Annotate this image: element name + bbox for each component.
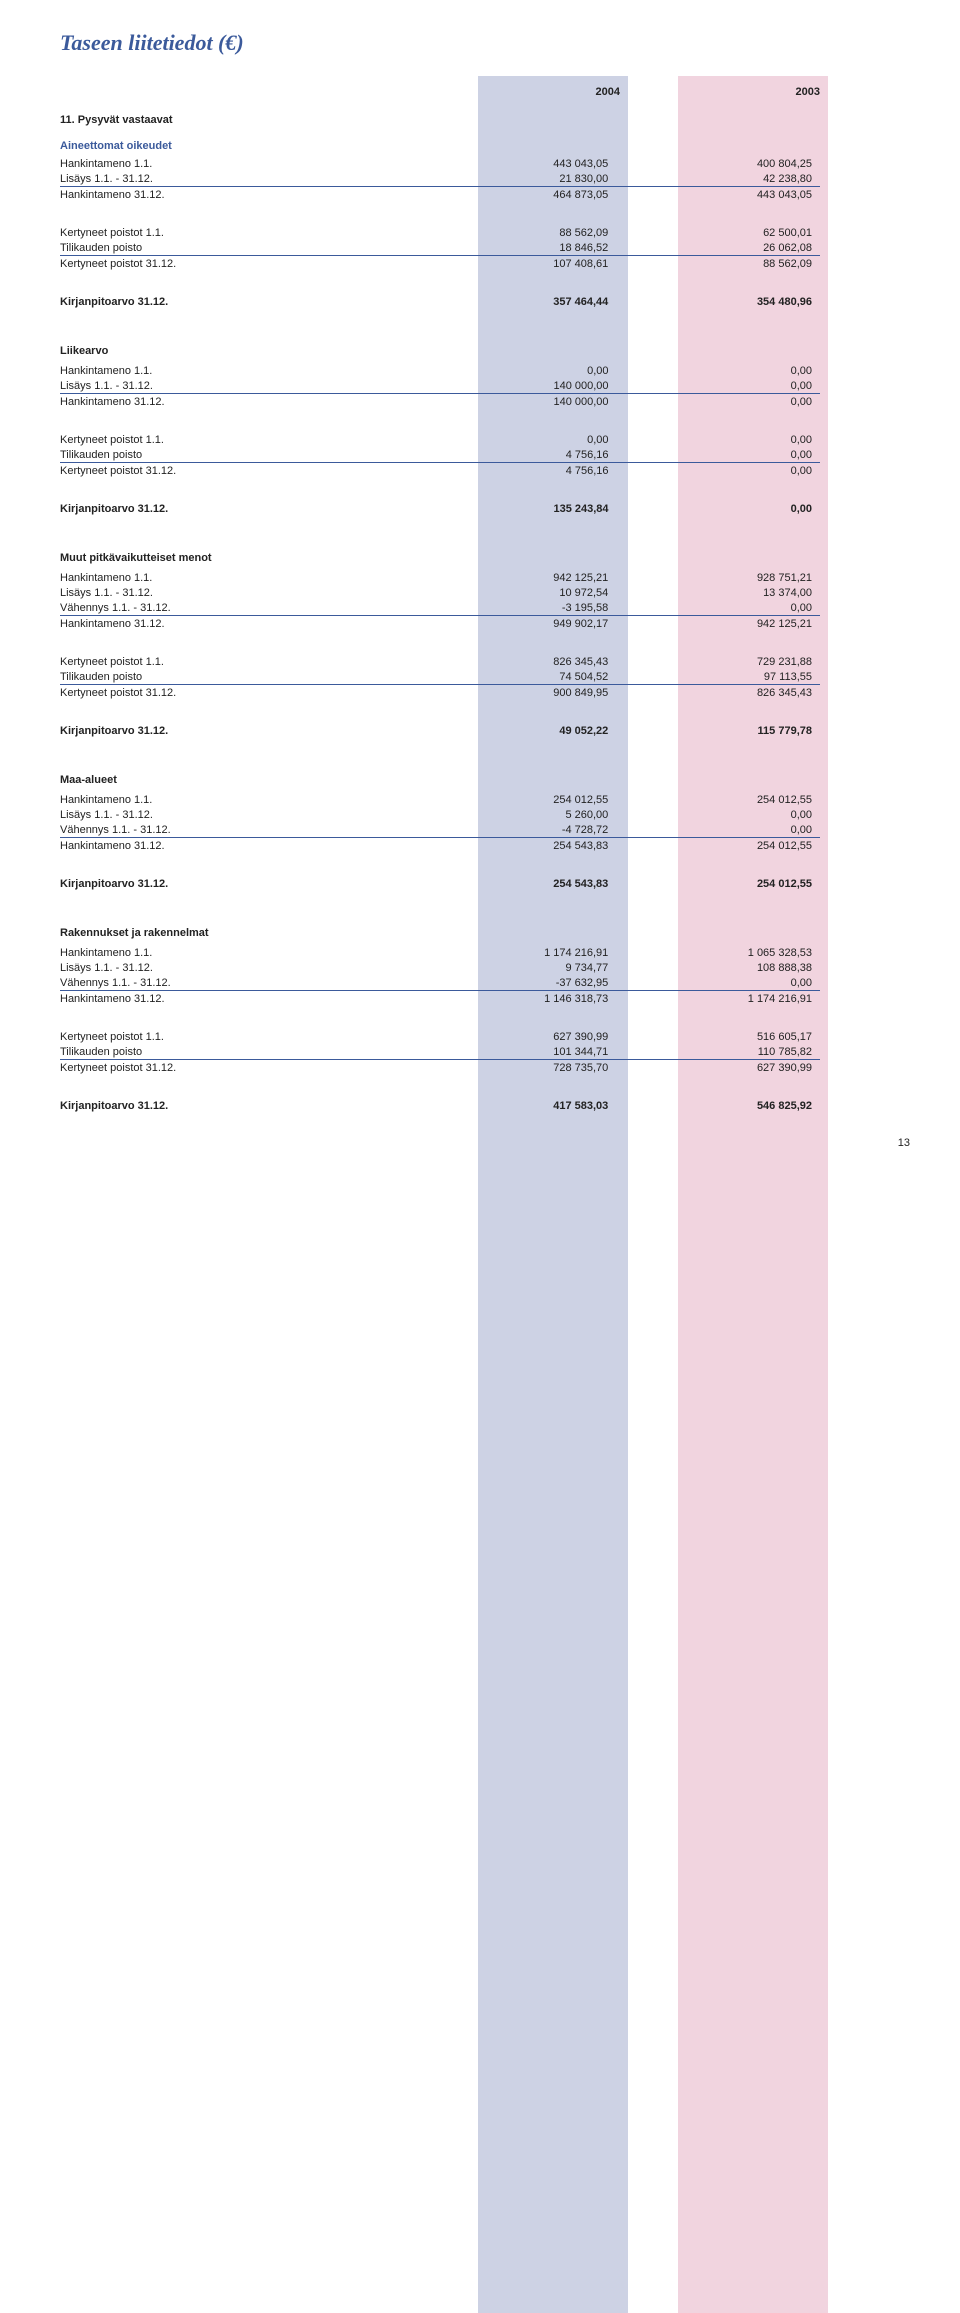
table-row-total: Kirjanpitoarvo 31.12.417 583,03546 825,9…	[60, 1098, 820, 1113]
rak-table: Hankintameno 1.1.1 174 216,911 065 328,5…	[60, 945, 820, 1113]
table-row: Kertyneet poistot 31.12.4 756,160,00	[60, 463, 820, 479]
table-row: Lisäys 1.1. - 31.12.10 972,5413 374,00	[60, 585, 820, 600]
table-row: Kertyneet poistot 31.12.728 735,70627 39…	[60, 1060, 820, 1076]
table-row: Tilikauden poisto74 504,5297 113,55	[60, 669, 820, 685]
table-row: Vähennys 1.1. - 31.12.-3 195,580,00	[60, 600, 820, 616]
maa-title: Maa-alueet	[60, 774, 920, 786]
liikearvo-table: Hankintameno 1.1.0,000,00 Lisäys 1.1. - …	[60, 363, 820, 516]
table-row: Kertyneet poistot 1.1.826 345,43729 231,…	[60, 654, 820, 669]
section-11-heading: 11. Pysyvät vastaavat	[60, 114, 920, 126]
table-row: Kertyneet poistot 31.12.107 408,6188 562…	[60, 256, 820, 272]
table-row: Hankintameno 31.12.254 543,83254 012,55	[60, 838, 820, 854]
page-number: 13	[60, 1137, 920, 1149]
table-row: Kertyneet poistot 1.1.627 390,99516 605,…	[60, 1029, 820, 1044]
table-row-total: Kirjanpitoarvo 31.12.357 464,44354 480,9…	[60, 294, 820, 309]
table-row: Tilikauden poisto4 756,160,00	[60, 447, 820, 463]
maa-table: Hankintameno 1.1.254 012,55254 012,55 Li…	[60, 792, 820, 891]
liikearvo-title: Liikearvo	[60, 345, 920, 357]
year-col-b: 2003	[620, 86, 820, 98]
table-row-total: Kirjanpitoarvo 31.12.135 243,840,00	[60, 501, 820, 516]
table-row: Hankintameno 1.1.443 043,05400 804,25	[60, 156, 820, 171]
table-row-total: Kirjanpitoarvo 31.12.49 052,22115 779,78	[60, 723, 820, 738]
muu-table: Hankintameno 1.1.942 125,21928 751,21 Li…	[60, 570, 820, 738]
rak-title: Rakennukset ja rakennelmat	[60, 927, 920, 939]
muu-title: Muut pitkävaikutteiset menot	[60, 552, 920, 564]
table-row: Hankintameno 1.1.942 125,21928 751,21	[60, 570, 820, 585]
table-row: Hankintameno 1.1.0,000,00	[60, 363, 820, 378]
table-row: Vähennys 1.1. - 31.12.-37 632,950,00	[60, 975, 820, 991]
aineettomat-title: Aineettomat oikeudet	[60, 140, 920, 152]
table-row: Tilikauden poisto18 846,5226 062,08	[60, 240, 820, 256]
table-row: Hankintameno 1.1.254 012,55254 012,55	[60, 792, 820, 807]
page-title: Taseen liitetiedot (€)	[60, 30, 920, 56]
table-row: Vähennys 1.1. - 31.12.-4 728,720,00	[60, 822, 820, 838]
table-row: Tilikauden poisto101 344,71110 785,82	[60, 1044, 820, 1060]
table-row: Lisäys 1.1. - 31.12.21 830,0042 238,80	[60, 171, 820, 187]
aineettomat-table: Hankintameno 1.1.443 043,05400 804,25 Li…	[60, 156, 820, 309]
table-row: Kertyneet poistot 1.1.88 562,0962 500,01	[60, 225, 820, 240]
table-row: Hankintameno 31.12.1 146 318,731 174 216…	[60, 991, 820, 1007]
table-row: Lisäys 1.1. - 31.12.140 000,000,00	[60, 378, 820, 394]
table-row: Hankintameno 31.12.140 000,000,00	[60, 394, 820, 410]
table-row: Kertyneet poistot 1.1.0,000,00	[60, 432, 820, 447]
table-row: Hankintameno 1.1.1 174 216,911 065 328,5…	[60, 945, 820, 960]
table-row: Hankintameno 31.12.464 873,05443 043,05	[60, 187, 820, 203]
table-row: Kertyneet poistot 31.12.900 849,95826 34…	[60, 685, 820, 701]
table-row-total: Kirjanpitoarvo 31.12.254 543,83254 012,5…	[60, 876, 820, 891]
table-row: Hankintameno 31.12.949 902,17942 125,21	[60, 616, 820, 632]
year-col-a: 2004	[420, 86, 620, 98]
table-row: Lisäys 1.1. - 31.12.9 734,77108 888,38	[60, 960, 820, 975]
table-row: Lisäys 1.1. - 31.12.5 260,000,00	[60, 807, 820, 822]
